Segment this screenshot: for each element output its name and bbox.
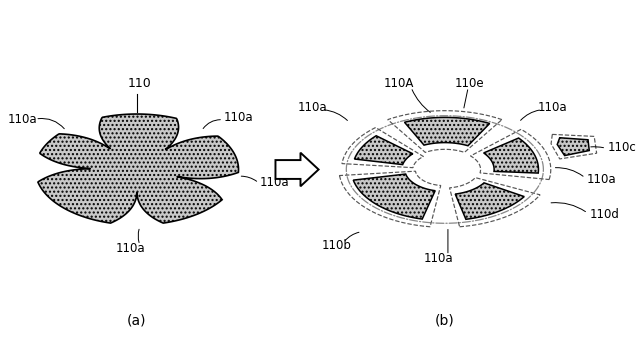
Text: 110a: 110a bbox=[224, 111, 253, 124]
Text: (a): (a) bbox=[127, 314, 147, 328]
Polygon shape bbox=[38, 114, 239, 223]
Polygon shape bbox=[404, 117, 490, 146]
Text: 110a: 110a bbox=[260, 176, 290, 190]
Text: 110d: 110d bbox=[589, 208, 620, 221]
Text: 110b: 110b bbox=[322, 239, 352, 252]
Polygon shape bbox=[557, 138, 589, 156]
Polygon shape bbox=[275, 153, 319, 186]
Polygon shape bbox=[355, 136, 413, 165]
Text: 110: 110 bbox=[128, 78, 152, 91]
Polygon shape bbox=[353, 174, 435, 219]
Text: 110a: 110a bbox=[586, 173, 616, 186]
Text: 110A: 110A bbox=[383, 77, 414, 90]
Text: 110e: 110e bbox=[454, 77, 484, 90]
Text: 110a: 110a bbox=[298, 101, 327, 114]
Text: (b): (b) bbox=[435, 314, 455, 328]
Text: 110a: 110a bbox=[8, 113, 38, 125]
Text: 110c: 110c bbox=[608, 141, 637, 154]
Polygon shape bbox=[455, 183, 524, 219]
Text: 110a: 110a bbox=[424, 252, 454, 265]
Text: 110a: 110a bbox=[116, 242, 145, 255]
Polygon shape bbox=[484, 138, 538, 173]
Text: 110a: 110a bbox=[538, 101, 568, 114]
